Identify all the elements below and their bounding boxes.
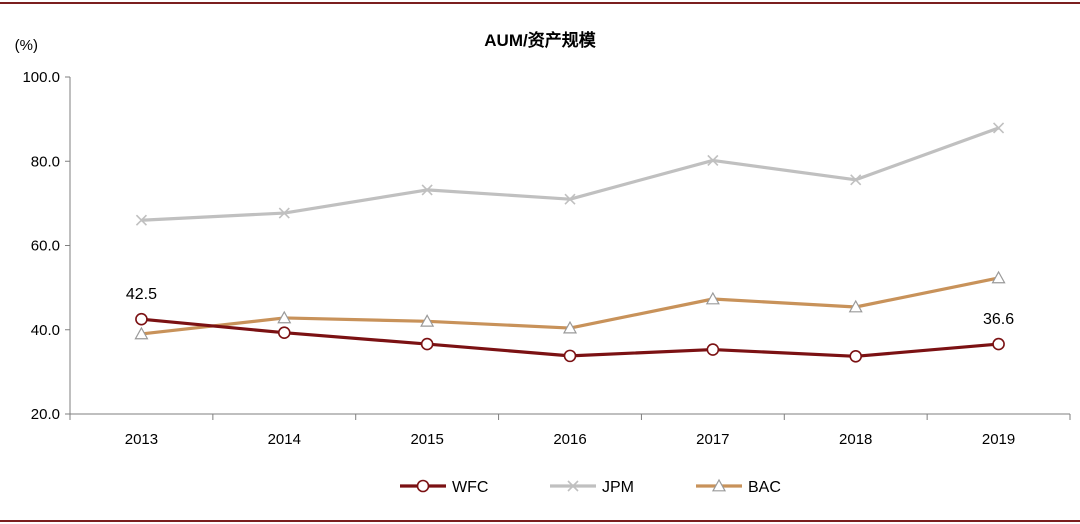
wfc-circle-marker bbox=[992, 337, 1005, 351]
x-tick-label: 2017 bbox=[696, 431, 729, 448]
bac-triangle-marker bbox=[277, 310, 292, 324]
y-tick-label: 80.0 bbox=[31, 153, 60, 170]
y-tick-label: 100.0 bbox=[22, 69, 60, 86]
y-tick-label: 40.0 bbox=[31, 322, 60, 339]
jpm-x-marker bbox=[135, 214, 147, 226]
top-border-line bbox=[0, 2, 1080, 4]
axes: 20.0 40.0 60.0 80.0 100.0 2013 2014 2015 2016 201… bbox=[22, 69, 1071, 448]
wfc-circle-marker bbox=[135, 312, 148, 326]
bac-triangle-marker bbox=[562, 320, 578, 334]
chart-title: AUM/资产规模 bbox=[484, 30, 596, 50]
y-tick-label: 20.0 bbox=[31, 406, 60, 423]
x-tick-label: 2014 bbox=[268, 431, 301, 448]
x-marker-stroke bbox=[135, 214, 147, 226]
x-marker-stroke bbox=[567, 480, 579, 492]
jpm-x-marker bbox=[567, 480, 579, 492]
legend-label-jpm: JPM bbox=[602, 479, 634, 496]
jpm-x-marker bbox=[278, 207, 290, 219]
x-tick-label: 2018 bbox=[839, 431, 872, 448]
legend-label-bac: BAC bbox=[748, 479, 781, 496]
wfc-circle-marker bbox=[416, 479, 430, 493]
wfc-circle-marker bbox=[277, 326, 291, 339]
data-label: 36.6 bbox=[983, 311, 1014, 328]
wfc-circle-marker bbox=[849, 349, 863, 363]
legend-label-wfc: WFC bbox=[452, 479, 488, 496]
x-marker-stroke bbox=[850, 174, 862, 186]
x-marker-stroke bbox=[993, 122, 1005, 134]
series-line-jpm bbox=[141, 126, 1000, 222]
y-tick-label: 60.0 bbox=[31, 238, 60, 255]
bac-triangle-marker bbox=[134, 326, 149, 340]
data-label: 42.5 bbox=[126, 286, 157, 303]
wfc-circle-marker bbox=[420, 337, 434, 351]
bac-triangle-marker bbox=[991, 270, 1006, 284]
x-marker-stroke bbox=[707, 154, 719, 166]
data-labels: 42.5 36.6 bbox=[126, 286, 1014, 328]
jpm-x-marker bbox=[850, 174, 862, 186]
bottom-border-line bbox=[0, 520, 1080, 522]
x-marker-stroke bbox=[421, 184, 433, 196]
jpm-x-marker bbox=[421, 184, 433, 196]
jpm-x-marker bbox=[564, 193, 576, 205]
bac-triangle-marker bbox=[711, 478, 727, 492]
bac-triangle-marker bbox=[420, 314, 435, 327]
legend: WFC JPM BAC bbox=[400, 478, 781, 496]
x-tick-label: 2015 bbox=[410, 431, 443, 448]
wfc-circle-marker bbox=[706, 343, 720, 356]
jpm-x-marker bbox=[993, 122, 1005, 134]
x-marker-stroke bbox=[564, 193, 576, 205]
bac-triangle-marker bbox=[705, 291, 720, 305]
x-tick-label: 2013 bbox=[125, 431, 158, 448]
series-markers bbox=[134, 122, 1006, 363]
x-tick-label: 2016 bbox=[553, 431, 586, 448]
wfc-circle-marker bbox=[563, 349, 577, 363]
jpm-x-marker bbox=[707, 154, 719, 166]
bac-triangle-marker bbox=[848, 299, 863, 313]
y-axis-unit-label: (%) bbox=[15, 37, 38, 54]
x-tick-label: 2019 bbox=[982, 431, 1015, 448]
x-marker-stroke bbox=[278, 207, 290, 219]
